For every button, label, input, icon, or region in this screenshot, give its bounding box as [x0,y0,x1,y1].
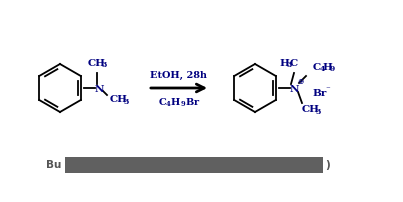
Text: 3: 3 [123,98,129,106]
Text: 4: 4 [319,65,325,73]
Text: Bu: Bu [46,161,61,170]
Text: 3: 3 [286,61,292,69]
Text: ⊕: ⊕ [297,78,303,86]
Text: C: C [313,62,321,72]
Text: N: N [289,84,299,94]
Text: C: C [290,59,298,67]
Text: ⁻: ⁻ [326,85,330,95]
Text: Br: Br [313,88,327,98]
Text: N: N [94,84,104,94]
Text: 3: 3 [315,108,321,116]
Bar [65,157,323,173]
Text: 3: 3 [101,61,107,69]
Text: CH: CH [88,59,106,67]
Text: ): ) [325,161,330,170]
Text: H: H [322,62,332,72]
Text: CH: CH [302,105,320,115]
Text: EtOH, 28h: EtOH, 28h [150,70,208,80]
Text: $\mathregular{C_4H_9Br}$: $\mathregular{C_4H_9Br}$ [158,97,200,109]
Text: H: H [279,59,289,67]
Text: CH: CH [110,96,128,104]
Text: 9: 9 [329,65,334,73]
